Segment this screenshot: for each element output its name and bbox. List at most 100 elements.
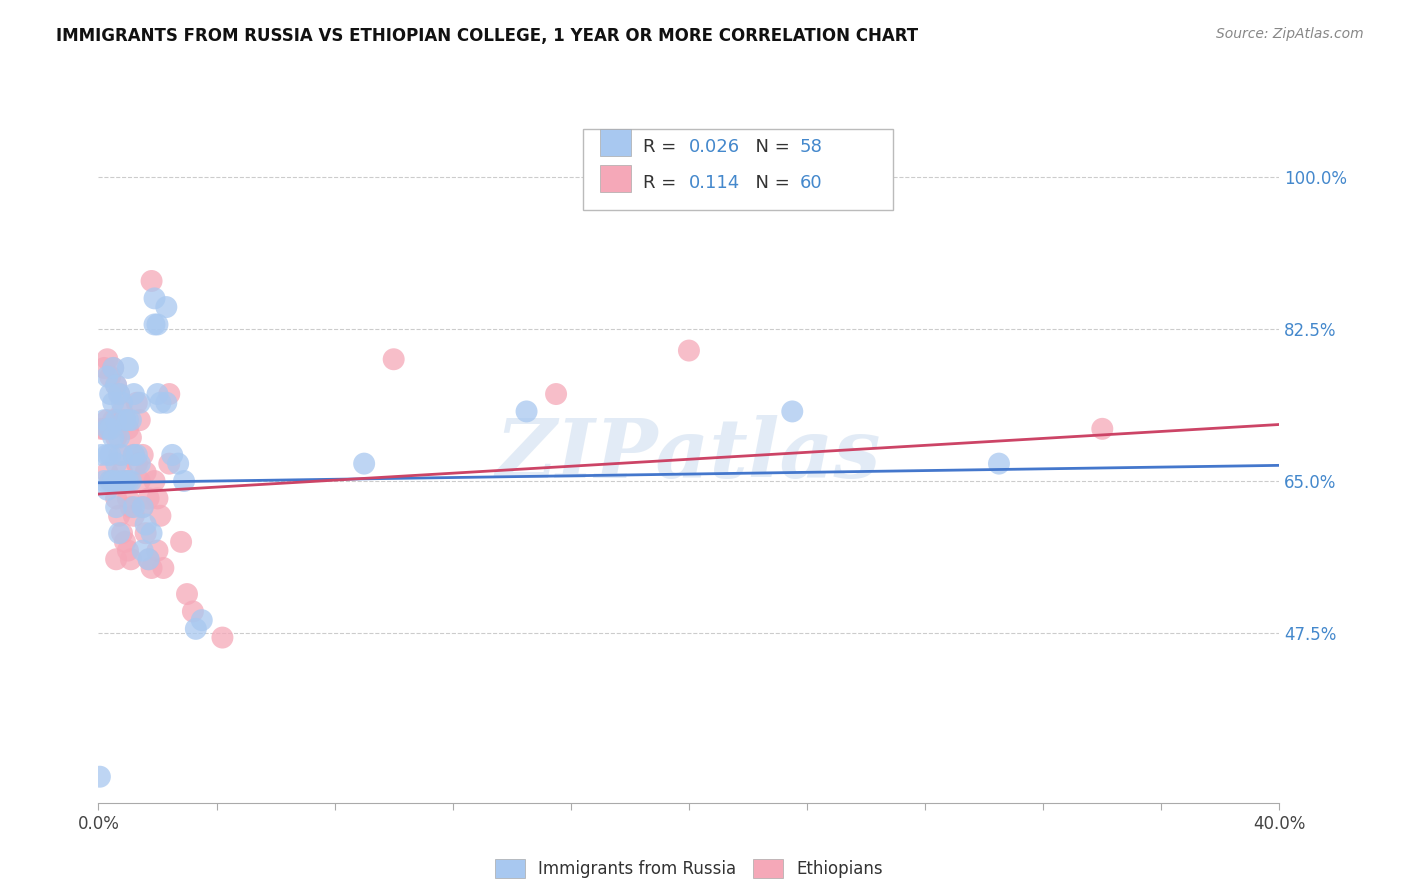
Point [382, 352, 405, 367]
Point [98, 474, 121, 488]
Point [103, 396, 125, 410]
Text: 0.026: 0.026 [689, 138, 740, 156]
Text: R =: R = [643, 138, 682, 156]
Point [90, 448, 112, 462]
Point [96, 369, 118, 384]
Point [167, 457, 190, 471]
Point [98, 369, 121, 384]
Point [138, 491, 160, 506]
Point [111, 466, 134, 480]
Point [98, 422, 121, 436]
Point [146, 543, 169, 558]
Point [93, 474, 115, 488]
Point [1091, 422, 1114, 436]
Point [143, 291, 166, 305]
Point [117, 474, 139, 488]
Point [103, 413, 125, 427]
Point [125, 396, 148, 410]
Point [117, 360, 139, 375]
Point [98, 448, 121, 462]
Text: 0.114: 0.114 [689, 174, 740, 192]
Point [120, 431, 142, 445]
Point [128, 413, 150, 427]
Point [157, 457, 180, 471]
Point [146, 318, 169, 332]
Point [96, 422, 118, 436]
Point [546, 387, 568, 401]
Point [105, 378, 128, 392]
Point [105, 552, 128, 566]
Point [108, 387, 131, 401]
Point [122, 387, 145, 401]
Point [120, 474, 142, 488]
Point [173, 474, 195, 488]
Text: ZIPatlas: ZIPatlas [496, 415, 882, 495]
Point [89, 770, 111, 784]
Point [125, 457, 148, 471]
Point [157, 387, 180, 401]
Point [211, 631, 233, 645]
Point [98, 422, 121, 436]
Text: N =: N = [744, 174, 796, 192]
Point [105, 431, 128, 445]
Point [103, 431, 125, 445]
Point [122, 448, 145, 462]
Point [108, 387, 131, 401]
Point [93, 360, 115, 375]
Point [108, 448, 131, 462]
Point [146, 387, 169, 401]
Point [132, 500, 155, 514]
Point [122, 508, 145, 523]
Point [105, 457, 128, 471]
Point [162, 448, 183, 462]
Point [96, 413, 118, 427]
Point [125, 448, 148, 462]
Point [93, 422, 115, 436]
Point [96, 483, 118, 497]
Point [120, 552, 142, 566]
Point [120, 500, 142, 514]
Point [98, 387, 121, 401]
Point [105, 413, 128, 427]
Point [103, 474, 125, 488]
Point [782, 404, 804, 418]
Text: 60: 60 [800, 174, 823, 192]
Point [117, 491, 139, 506]
Point [155, 300, 177, 314]
Point [108, 526, 131, 541]
Point [103, 474, 125, 488]
Point [111, 526, 134, 541]
Point [108, 431, 131, 445]
Point [138, 552, 160, 566]
Point [90, 422, 112, 436]
Point [184, 622, 207, 636]
Point [105, 500, 128, 514]
Point [108, 474, 131, 488]
Point [135, 517, 157, 532]
Text: Source: ZipAtlas.com: Source: ZipAtlas.com [1216, 27, 1364, 41]
Point [114, 413, 136, 427]
Text: 58: 58 [800, 138, 823, 156]
Point [146, 491, 169, 506]
Point [515, 404, 537, 418]
Text: R =: R = [643, 174, 688, 192]
Point [98, 474, 121, 488]
Point [114, 474, 136, 488]
Point [128, 474, 150, 488]
Point [111, 396, 134, 410]
Point [141, 274, 163, 288]
Point [111, 448, 134, 462]
Point [105, 378, 128, 392]
Point [155, 396, 177, 410]
Point [114, 535, 136, 549]
Point [353, 457, 375, 471]
Point [132, 448, 155, 462]
Point [143, 318, 166, 332]
Point [987, 457, 1010, 471]
Point [117, 413, 139, 427]
Point [122, 448, 145, 462]
Point [114, 413, 136, 427]
Text: N =: N = [744, 138, 796, 156]
Point [114, 474, 136, 488]
Point [108, 508, 131, 523]
